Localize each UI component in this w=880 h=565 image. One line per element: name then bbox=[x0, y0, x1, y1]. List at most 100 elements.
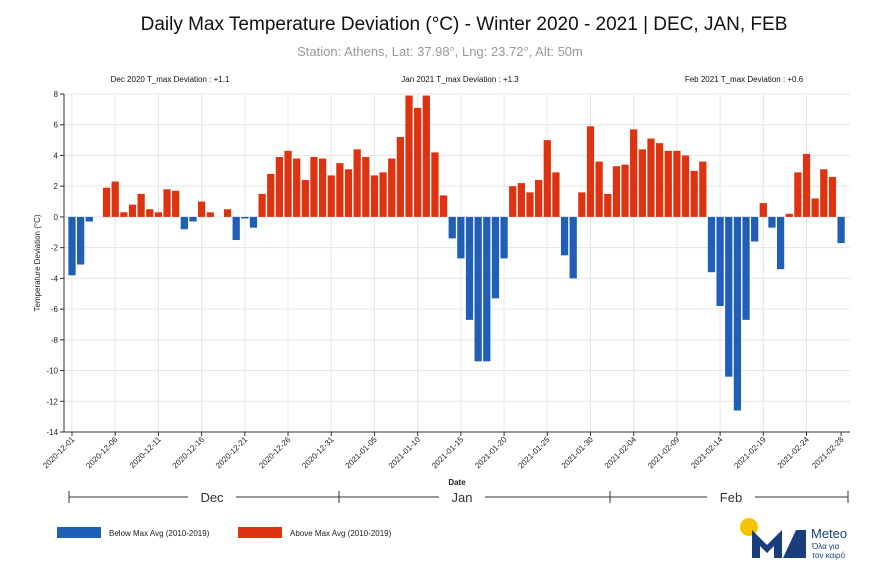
chart-title: Daily Max Temperature Deviation (°C) - W… bbox=[141, 14, 788, 35]
bar bbox=[405, 95, 413, 217]
y-tick-label: -6 bbox=[51, 305, 59, 314]
month-span-bracket: Dec Jan Feb bbox=[68, 489, 849, 505]
bar bbox=[301, 180, 309, 217]
bar bbox=[241, 216, 249, 219]
bar bbox=[664, 150, 672, 217]
x-tick-label: 2021-02-14 bbox=[689, 435, 725, 471]
bar bbox=[163, 189, 171, 217]
x-tick-label: 2021-02-04 bbox=[603, 435, 639, 471]
bar bbox=[180, 216, 188, 230]
x-tick-label: 2020-12-01 bbox=[41, 435, 77, 471]
bar bbox=[189, 216, 197, 222]
bar bbox=[284, 150, 292, 217]
bar bbox=[517, 183, 525, 217]
bar bbox=[154, 212, 163, 217]
bar bbox=[621, 164, 629, 217]
bar bbox=[414, 107, 422, 217]
y-tick-label: -10 bbox=[46, 367, 58, 376]
logo-wing-icon bbox=[783, 530, 806, 558]
bar bbox=[111, 181, 119, 217]
bar bbox=[681, 155, 690, 217]
bar bbox=[509, 186, 517, 217]
bar bbox=[725, 216, 733, 377]
bar bbox=[578, 192, 586, 217]
bar bbox=[77, 216, 85, 265]
bar bbox=[526, 192, 534, 217]
bar bbox=[612, 166, 621, 217]
y-tick-label: -12 bbox=[46, 397, 58, 406]
y-axis-label: Temperature Deviation (°C) bbox=[33, 214, 42, 311]
bar bbox=[172, 190, 180, 217]
x-tick-label: 2020-12-11 bbox=[128, 435, 163, 470]
bar bbox=[742, 216, 750, 320]
bar bbox=[197, 201, 206, 217]
bar bbox=[128, 204, 137, 217]
legend-label-below: Below Max Avg (2010-2019) bbox=[109, 529, 210, 538]
x-tick-label: 2021-01-25 bbox=[516, 435, 552, 471]
bar bbox=[310, 156, 318, 217]
bar bbox=[811, 198, 819, 217]
bar bbox=[535, 180, 543, 217]
bar bbox=[353, 149, 361, 217]
bar bbox=[543, 140, 551, 217]
bar bbox=[491, 216, 500, 299]
bar bbox=[344, 169, 353, 217]
x-tick-label: 2021-02-19 bbox=[732, 435, 768, 471]
bar bbox=[362, 156, 370, 217]
x-tick-label: 2020-12-26 bbox=[257, 435, 293, 471]
bar bbox=[837, 216, 845, 244]
bar bbox=[638, 149, 646, 217]
month-label-bg bbox=[439, 489, 485, 505]
feb-deviation-label: Feb 2021 T_max Deviation : +0.6 bbox=[685, 75, 804, 84]
bar bbox=[336, 163, 344, 217]
bar bbox=[327, 175, 335, 217]
bar bbox=[802, 153, 811, 217]
x-tick-labels: 2020-12-01 2020-12-06 2020-12-11 2020-12-16… bbox=[41, 432, 846, 470]
x-tick-label: 2021-01-10 bbox=[387, 435, 423, 471]
bar bbox=[707, 216, 716, 273]
x-tick-label: 2020-12-16 bbox=[171, 435, 207, 471]
bar bbox=[785, 213, 793, 217]
bar bbox=[206, 212, 214, 217]
month-label-dec: Dec bbox=[200, 490, 224, 505]
bar bbox=[379, 172, 387, 217]
bar bbox=[483, 216, 491, 362]
x-tick-label: 2021-02-28 bbox=[810, 435, 846, 471]
bar bbox=[293, 158, 301, 217]
x-tick-label: 2021-01-05 bbox=[344, 435, 380, 471]
bar bbox=[716, 216, 724, 307]
bar bbox=[759, 203, 767, 217]
bar bbox=[448, 216, 456, 239]
bar bbox=[733, 216, 742, 411]
bar bbox=[431, 152, 439, 217]
month-label-bg bbox=[188, 489, 236, 505]
bar bbox=[457, 216, 465, 259]
x-tick-label: 2020-12-21 bbox=[214, 435, 250, 471]
bar bbox=[137, 193, 145, 217]
x-tick-label: 2020-12-06 bbox=[84, 435, 120, 471]
bar bbox=[673, 150, 681, 217]
bar bbox=[370, 175, 379, 217]
bar bbox=[655, 143, 664, 217]
x-axis-label: Date bbox=[448, 478, 466, 487]
bar bbox=[223, 209, 232, 217]
x-tick-label: 2020-12-31 bbox=[300, 435, 336, 471]
y-tick-label: 8 bbox=[54, 90, 59, 99]
bar bbox=[396, 137, 404, 217]
month-label-bg bbox=[707, 489, 755, 505]
bar bbox=[249, 216, 258, 228]
y-tick-label: -14 bbox=[46, 428, 58, 437]
bar bbox=[820, 169, 828, 217]
chart-subtitle: Station: Athens, Lat: 37.98°, Lng: 23.72… bbox=[297, 44, 583, 59]
bar-series bbox=[68, 95, 845, 411]
month-label-jan: Jan bbox=[452, 490, 473, 505]
bar bbox=[595, 161, 603, 217]
bar bbox=[630, 129, 638, 217]
bar bbox=[422, 95, 430, 217]
bar bbox=[388, 158, 396, 217]
x-tick-label: 2021-02-09 bbox=[646, 435, 682, 471]
bar bbox=[647, 138, 655, 217]
bar bbox=[465, 216, 474, 320]
bar bbox=[500, 216, 508, 259]
y-tick-labels: 8 6 4 2 0 -2 -4 -6 -8 -10 -12 -14 bbox=[46, 90, 64, 437]
